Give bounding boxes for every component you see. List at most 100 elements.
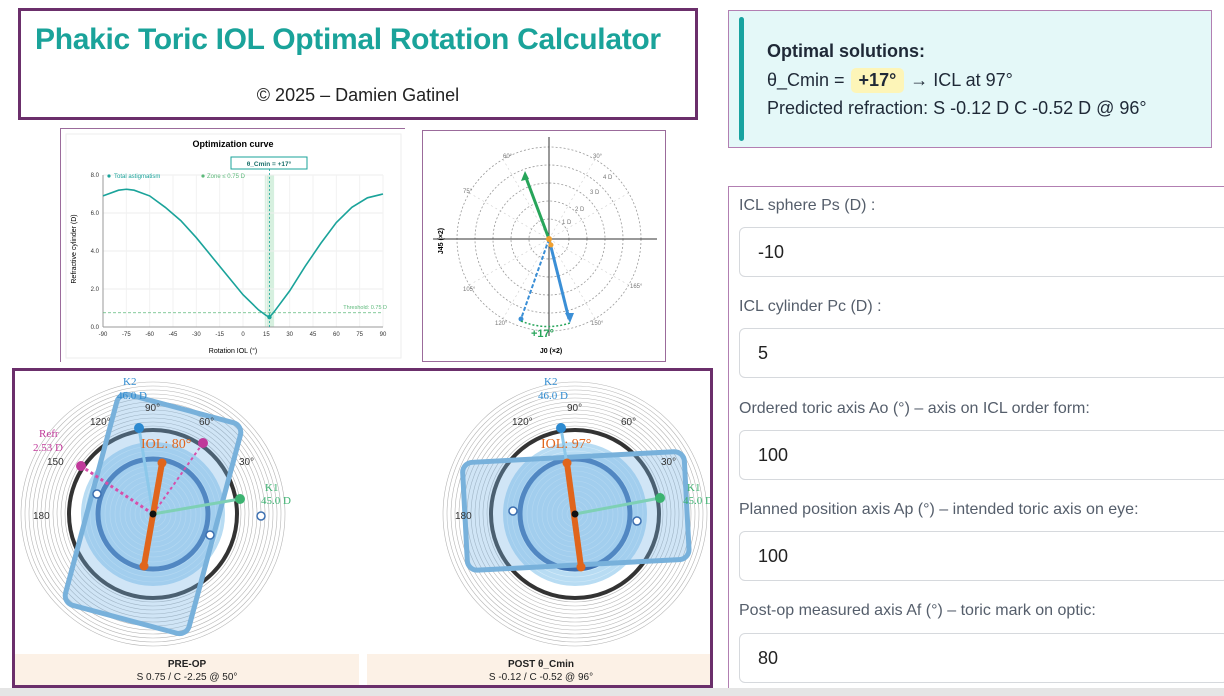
pre-iol-label: IOL: 80° bbox=[141, 437, 191, 452]
x-tick-label: 30 bbox=[286, 332, 293, 338]
pre-caption-bg bbox=[15, 654, 359, 685]
polar-spoke bbox=[548, 238, 629, 286]
y-tick-label: 8.0 bbox=[91, 173, 100, 179]
vector-blue-dashed-end bbox=[518, 316, 524, 322]
copyright: © 2025 – Damien Gatinel bbox=[256, 85, 460, 105]
polar-spoke bbox=[502, 238, 550, 319]
theta-prefix: θ_Cmin = bbox=[767, 70, 845, 90]
measured-axis-input[interactable]: 80 bbox=[739, 633, 1224, 683]
post-caption-bg bbox=[367, 654, 710, 685]
x-tick-label: 0 bbox=[241, 332, 245, 338]
post-k1-value: 45.0 D bbox=[683, 495, 713, 507]
pre-iris-ring bbox=[94, 455, 212, 573]
angle-label-60: 60° bbox=[503, 154, 513, 160]
polar-spoke bbox=[548, 192, 629, 240]
y-tick-label: 2.0 bbox=[91, 287, 100, 293]
polar-spoke bbox=[469, 192, 550, 240]
pre-caption-sub: S 0.75 / C -2.25 @ 50° bbox=[137, 672, 238, 683]
chart-xlabel: Rotation IOL (°) bbox=[209, 347, 257, 355]
pre-iris-ring bbox=[89, 450, 217, 578]
x-tick-label: -90 bbox=[99, 332, 108, 338]
ring-label-4: 4 D bbox=[603, 175, 613, 181]
angle-label-120: 120° bbox=[495, 321, 508, 327]
post-placido-ring bbox=[442, 381, 708, 647]
pre-k1-marker bbox=[235, 494, 245, 504]
pre-refr-value: 2.53 D bbox=[33, 442, 63, 454]
eye-diagrams-panel: K2 46.0 D K1 45.0 D Refr 2.53 D IOL: 80°… bbox=[12, 368, 713, 688]
pre-placido-ring bbox=[24, 385, 282, 643]
pre-refr-label: Refr bbox=[39, 428, 59, 440]
theta-badge: +17° bbox=[850, 68, 905, 93]
chart-ylabel: Refractive cylinder (D) bbox=[71, 214, 78, 283]
pre-op-diagram: K2 46.0 D K1 45.0 D Refr 2.53 D IOL: 80°… bbox=[20, 376, 291, 683]
legend-dot-total bbox=[107, 174, 111, 178]
icl-sphere-input[interactable]: -10 bbox=[739, 227, 1224, 277]
pre-refr-marker bbox=[76, 461, 86, 471]
post-limbus-ring bbox=[489, 428, 661, 600]
pre-haptic-hole-1 bbox=[92, 489, 102, 499]
pre-iris-ring bbox=[129, 490, 177, 538]
pre-deg-120: 120° bbox=[90, 417, 111, 428]
pre-k2-marker bbox=[134, 423, 144, 433]
post-haptic-hole-1 bbox=[508, 506, 518, 516]
post-deg-30: 30° bbox=[661, 457, 676, 468]
bottom-strip bbox=[0, 688, 1224, 696]
ordered-axis-input[interactable]: 100 bbox=[739, 430, 1224, 480]
x-tick-label: -75 bbox=[122, 332, 131, 338]
pre-refr-line bbox=[80, 464, 154, 516]
post-caption-sub: S -0.12 / C -0.52 @ 96° bbox=[489, 672, 593, 683]
pre-haptic-hole-3 bbox=[256, 511, 266, 521]
x-tick-label: -30 bbox=[192, 332, 201, 338]
optimization-chart: Optimization curve Rotation IOL (°) Refr… bbox=[60, 128, 406, 363]
pre-placido-ring bbox=[64, 425, 242, 603]
polar-spoke bbox=[469, 238, 550, 286]
polar-xlabel: J0 (×2) bbox=[540, 348, 562, 355]
angle-label-30: 30° bbox=[593, 154, 603, 160]
vector-blue bbox=[547, 238, 571, 320]
eye-diagrams-svg: K2 46.0 D K1 45.0 D Refr 2.53 D IOL: 80°… bbox=[15, 376, 713, 685]
post-iris-ring bbox=[531, 470, 619, 558]
rotation-annotation: +17° bbox=[531, 328, 554, 340]
pre-placido-ring bbox=[20, 381, 286, 647]
pre-iris-ring bbox=[104, 465, 202, 563]
pre-iris-ring bbox=[119, 480, 187, 548]
planned-axis-input[interactable]: 100 bbox=[739, 531, 1224, 581]
polar-spoke bbox=[502, 159, 550, 240]
post-iol-label: IOL: 97° bbox=[541, 437, 591, 452]
threshold-label: Threshold: 0.75 D bbox=[343, 305, 387, 311]
chart-legend: Total astigmatism Zone ≤ 0.75 D bbox=[107, 174, 246, 180]
post-deg-90: 90° bbox=[567, 403, 582, 414]
polar-spoke bbox=[548, 159, 596, 240]
page-title: Phakic Toric IOL Optimal Rotation Calcul… bbox=[35, 23, 661, 56]
solution-theta-line: θ_Cmin = +17° → ICL at 97° bbox=[767, 68, 1013, 93]
pre-k1-label: K1 bbox=[265, 482, 278, 494]
pre-placido-ring bbox=[60, 421, 246, 607]
pre-placido-ring bbox=[32, 393, 274, 635]
legend-dot-zone bbox=[201, 174, 205, 178]
series-line-total-astigmatism bbox=[102, 188, 384, 319]
post-placido-ring bbox=[486, 425, 664, 603]
post-placido-ring bbox=[474, 413, 676, 615]
x-tick-label: -15 bbox=[215, 332, 224, 338]
x-tick-label: -60 bbox=[145, 332, 154, 338]
ring-label-2: 2 D bbox=[575, 207, 585, 213]
post-haptic-hole-2 bbox=[632, 516, 642, 526]
y-tick-label: 0.0 bbox=[91, 325, 100, 331]
pre-haptic-hole-2 bbox=[205, 530, 215, 540]
input-form: ICL sphere Ps (D) : -10 ICL cylinder Pc … bbox=[728, 186, 1224, 696]
pre-iris-ring bbox=[109, 470, 197, 558]
angle-label-165: 165° bbox=[630, 284, 643, 290]
pre-placido-ring bbox=[28, 389, 278, 639]
post-iris-ring bbox=[526, 465, 624, 563]
icl-cylinder-input[interactable]: 5 bbox=[739, 328, 1224, 378]
post-placido-ring bbox=[450, 389, 700, 639]
post-placido-ring bbox=[482, 421, 668, 607]
x-tick-label: 45 bbox=[310, 332, 317, 338]
post-deg-180: 180 bbox=[455, 511, 472, 522]
pre-placido-ring bbox=[52, 413, 254, 615]
pre-iol-end-top bbox=[157, 458, 167, 468]
label-icl-cylinder: ICL cylinder Pc (D) : bbox=[739, 298, 882, 315]
pre-refr-line-2 bbox=[152, 442, 204, 515]
solution-heading: Optimal solutions: bbox=[767, 41, 926, 61]
vector-blue-head bbox=[565, 313, 574, 323]
